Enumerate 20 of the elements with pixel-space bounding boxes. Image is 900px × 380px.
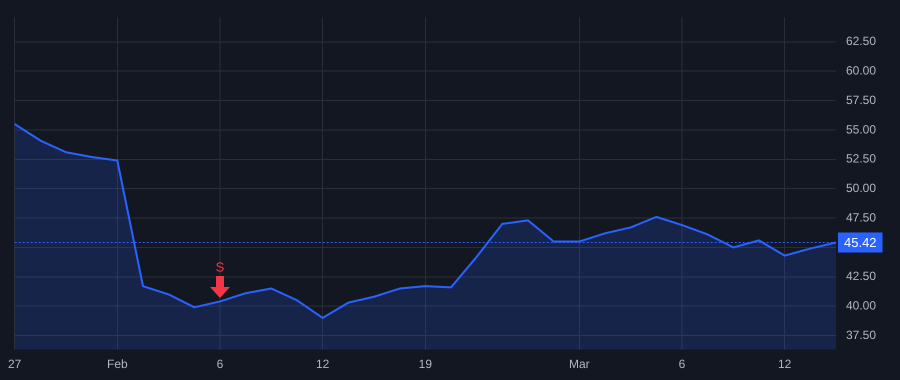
y-tick-label: 60.00 [846,64,876,78]
x-tick-label: 12 [778,357,792,372]
annotation: S [216,260,225,275]
y-tick-label: 57.50 [846,92,876,107]
x-tick-label: 19 [418,357,432,372]
y-tick-label: 55.00 [846,122,876,136]
x-tick-label: 6 [216,357,224,372]
y-tick-label: 37.50 [846,328,876,342]
x-tick-label: 12 [316,357,330,372]
x-tick-label: 27 [8,357,22,372]
y-tick-label: 52.50 [846,152,876,166]
y-tick-label: 42.50 [846,269,876,284]
x-tick-label: 6 [678,357,686,372]
y-tick-label: 62.50 [846,34,876,48]
y-tick-label: 47.50 [846,210,876,224]
x-tick-label: Feb [106,357,128,372]
y-tick-label: 40.00 [846,298,876,312]
x-tick-label: Mar [569,357,590,372]
y-tick-label: 50.00 [846,181,876,195]
ref-line-label: 45.42 [844,235,877,250]
